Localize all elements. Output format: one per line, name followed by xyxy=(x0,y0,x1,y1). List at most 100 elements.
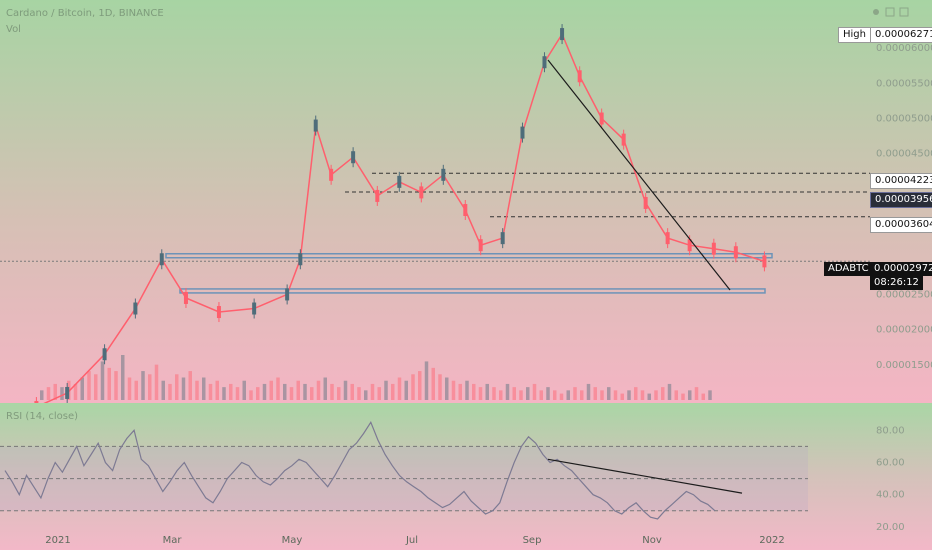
volume-bar xyxy=(384,380,388,400)
volume-bar xyxy=(323,377,327,400)
volume-bar xyxy=(519,390,523,400)
rsi-tick-label: 80.00 xyxy=(876,425,905,436)
volume-bar xyxy=(492,387,496,400)
volume-bar xyxy=(465,380,469,400)
volume-bar xyxy=(235,387,240,400)
x-tick-label: Sep xyxy=(523,535,542,546)
y-tick-label: 0.00004500 xyxy=(876,149,932,160)
volume-bar xyxy=(532,383,537,400)
volume-bar xyxy=(262,383,267,400)
rsi-pane[interactable]: 80.00 60.00 40.00 20.00 2021 Mar May Jul Sep Nov 2… xyxy=(0,403,932,550)
volume-bar xyxy=(60,387,64,400)
volume-bar xyxy=(424,361,429,400)
high-value: 0.00006271 xyxy=(870,27,932,43)
rsi-line xyxy=(4,420,716,520)
volume-bar xyxy=(80,377,84,400)
volume-bar xyxy=(350,383,354,400)
volume-bar xyxy=(654,390,658,400)
window-controls-icon[interactable] xyxy=(872,6,912,18)
volume-bar xyxy=(303,383,307,400)
volume-bar xyxy=(127,377,132,400)
volume-bar xyxy=(539,390,543,400)
volume-bar xyxy=(580,390,584,400)
volume-bar xyxy=(40,390,44,400)
volume-bar xyxy=(526,387,530,400)
volume-bar xyxy=(107,367,111,400)
volume-bar xyxy=(546,387,550,400)
volume-bar xyxy=(485,383,489,400)
volume-bar xyxy=(364,390,368,400)
volume-bar xyxy=(73,383,78,400)
volume-bar xyxy=(593,387,597,400)
y-tick-label: 0.00002500 xyxy=(876,289,932,300)
volume-bar xyxy=(316,380,321,400)
volume-bar xyxy=(94,374,98,400)
volume-bar xyxy=(337,387,341,400)
volume-bar xyxy=(283,383,287,400)
volume-bar xyxy=(188,371,192,400)
volume-bar xyxy=(249,390,253,400)
volume-bar xyxy=(586,383,591,400)
volume-bar xyxy=(357,387,361,400)
volume-bar xyxy=(87,371,91,400)
volume-bar xyxy=(418,371,422,400)
volume-bar xyxy=(181,377,186,400)
volume-bar xyxy=(674,390,678,400)
volume-bar xyxy=(222,387,226,400)
volume-bar xyxy=(276,377,280,400)
price-pane[interactable]: 0.00006000 0.00005500 0.00005000 0.00004500… xyxy=(0,0,932,403)
x-tick-label: Jul xyxy=(405,535,418,546)
x-tick-label: 2022 xyxy=(759,535,784,546)
x-tick-label: 2021 xyxy=(45,535,70,546)
volume-bar xyxy=(134,380,138,400)
volume-bar xyxy=(310,387,314,400)
volume-bar xyxy=(343,380,348,400)
x-tick-label: Nov xyxy=(642,535,662,546)
price-chart: 0.00006000 0.00005500 0.00005000 0.00004500… xyxy=(0,24,932,403)
y-tick-label: 0.00002000 xyxy=(876,325,932,336)
volume-bar xyxy=(161,380,165,400)
rsi-chart: 80.00 60.00 40.00 20.00 2021 Mar May Jul Sep Nov 2… xyxy=(0,420,905,546)
volume-bar xyxy=(478,387,483,400)
last-price-tag: 0.00002972 xyxy=(870,262,932,276)
volume-bar xyxy=(46,387,51,400)
volume-label: Vol xyxy=(6,24,21,35)
volume-bar xyxy=(296,380,300,400)
level-tag-3: 0.00003604 xyxy=(870,217,932,233)
volume-bar xyxy=(708,390,712,400)
volume-bar xyxy=(431,367,435,400)
volume-bar xyxy=(451,380,456,400)
volume-bar xyxy=(438,374,442,400)
y-tick-label: 0.00005000 xyxy=(876,114,932,125)
rsi-tick-label: 20.00 xyxy=(876,522,905,533)
volume-bar xyxy=(175,374,179,400)
y-tick-label: 0.00006000 xyxy=(876,43,932,54)
volume-bar xyxy=(445,377,449,400)
volume-bar xyxy=(370,383,375,400)
volume-bar xyxy=(472,383,476,400)
volume-bar xyxy=(141,371,145,400)
volume-bar xyxy=(640,390,645,400)
volume-bar xyxy=(458,383,462,400)
x-tick-label: Mar xyxy=(163,535,183,546)
level-tag-1: 0.00004223 xyxy=(870,173,932,189)
volume-bar xyxy=(397,377,402,400)
volume-bar xyxy=(100,361,105,400)
volume-bar xyxy=(330,383,334,400)
volume-bar xyxy=(114,371,118,400)
volume-bar xyxy=(701,393,705,400)
volume-bar xyxy=(499,390,503,400)
rsi-trendline xyxy=(547,458,743,494)
symbol-tag: ADABTC xyxy=(824,262,873,276)
support-band xyxy=(179,288,766,294)
level-tag-2: 0.00003956 xyxy=(870,192,932,208)
volume-bar xyxy=(215,380,219,400)
volume-bar xyxy=(505,383,510,400)
volume-bar xyxy=(634,387,638,400)
y-tick-label: 0.00001500 xyxy=(876,360,932,371)
chart-title: Cardano / Bitcoin, 1D, BINANCE xyxy=(6,8,164,19)
countdown-tag: 08:26:12 xyxy=(870,276,923,290)
volume-bar xyxy=(404,380,408,400)
volume-bar xyxy=(256,387,260,400)
volume-bar xyxy=(600,390,604,400)
